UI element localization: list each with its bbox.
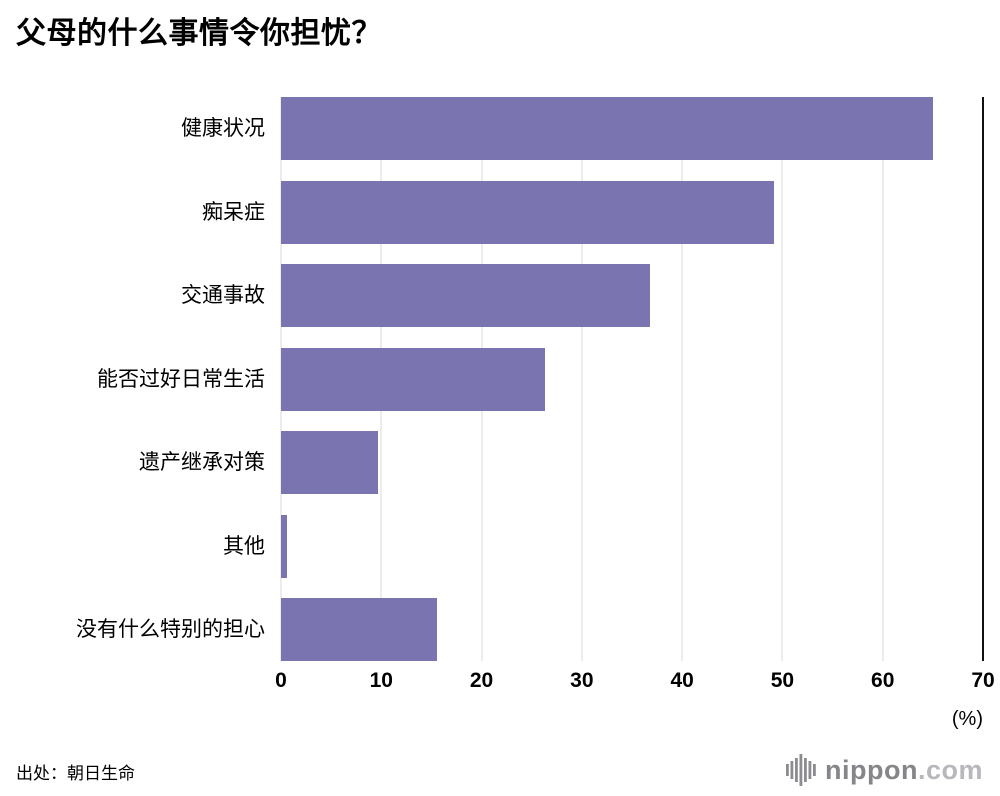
bar	[281, 431, 379, 494]
logo-name: nippon	[825, 754, 918, 785]
x-tick-label: 20	[469, 669, 494, 692]
bar-track	[281, 264, 983, 327]
gridline	[882, 97, 884, 661]
bar	[281, 598, 438, 661]
chart-row: 健康状况	[0, 97, 983, 160]
bar-label: 能否过好日常生活	[97, 367, 265, 391]
bar-track	[281, 180, 983, 244]
logo-suffix: .com	[917, 754, 983, 785]
x-tick-label: 30	[570, 669, 594, 692]
nippon-logo: nippon.com	[786, 754, 983, 786]
bar-label: 遗产继承对策	[139, 451, 265, 474]
bar-track	[281, 97, 983, 160]
x-axis-ticks: 0 10 20 30 40 50 60 70	[275, 669, 995, 695]
chart-title: 父母的什么事情令你担忧？	[16, 17, 382, 50]
bar-label: 健康状况	[181, 117, 265, 140]
bar-track	[281, 514, 983, 578]
gridline	[781, 97, 783, 661]
x-tick-label: 10	[369, 669, 393, 692]
chart-row: 其他	[0, 514, 983, 578]
logo-text: nippon.com	[825, 755, 983, 786]
nippon-logo-icon	[786, 754, 816, 786]
chart-row: 痴呆症	[0, 180, 983, 244]
source-note: 出处：朝日生命	[16, 764, 135, 783]
x-tick-label: 70	[971, 669, 995, 692]
x-tick-label: 40	[670, 669, 694, 692]
chart-row: 没有什么特别的担心	[0, 598, 983, 661]
bar-track	[281, 431, 983, 494]
bar-track	[281, 598, 983, 661]
x-tick-label: 60	[871, 669, 895, 692]
chart-row: 交通事故	[0, 264, 983, 327]
bar-label: 痴呆症	[202, 200, 265, 224]
bar-track	[281, 347, 983, 411]
bar-label: 没有什么特别的担心	[76, 618, 265, 641]
bar-rows: 健康状况痴呆症交通事故能否过好日常生活遗产继承对策其他没有什么特别的担心	[0, 97, 983, 661]
bar	[281, 264, 651, 327]
gridline	[681, 97, 683, 661]
axis-unit-label: (%)	[951, 708, 983, 730]
gridline	[581, 97, 583, 661]
chart-row: 能否过好日常生活	[0, 347, 983, 411]
bar	[281, 347, 545, 411]
x-tick-label: 0	[275, 669, 287, 692]
x-tick-label: 50	[770, 669, 795, 692]
chart-row: 遗产继承对策	[0, 431, 983, 494]
bar	[281, 180, 775, 244]
bar-label: 交通事故	[181, 284, 265, 307]
bar	[281, 514, 288, 578]
bar-label: 其他	[223, 534, 265, 558]
axis-end-line	[982, 97, 984, 661]
bar	[281, 97, 933, 160]
